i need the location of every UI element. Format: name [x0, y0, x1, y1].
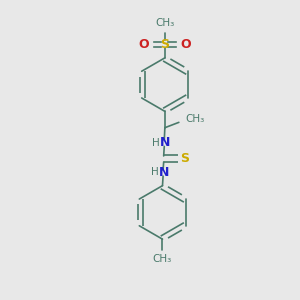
- Text: H: H: [151, 167, 159, 177]
- Text: S: S: [160, 38, 169, 51]
- Text: N: N: [158, 166, 169, 179]
- Text: CH₃: CH₃: [186, 114, 205, 124]
- Text: CH₃: CH₃: [155, 18, 175, 28]
- Text: O: O: [180, 38, 191, 51]
- Text: S: S: [180, 152, 189, 165]
- Text: H: H: [152, 138, 160, 148]
- Text: CH₃: CH₃: [153, 254, 172, 264]
- Text: N: N: [160, 136, 170, 149]
- Text: O: O: [139, 38, 149, 51]
